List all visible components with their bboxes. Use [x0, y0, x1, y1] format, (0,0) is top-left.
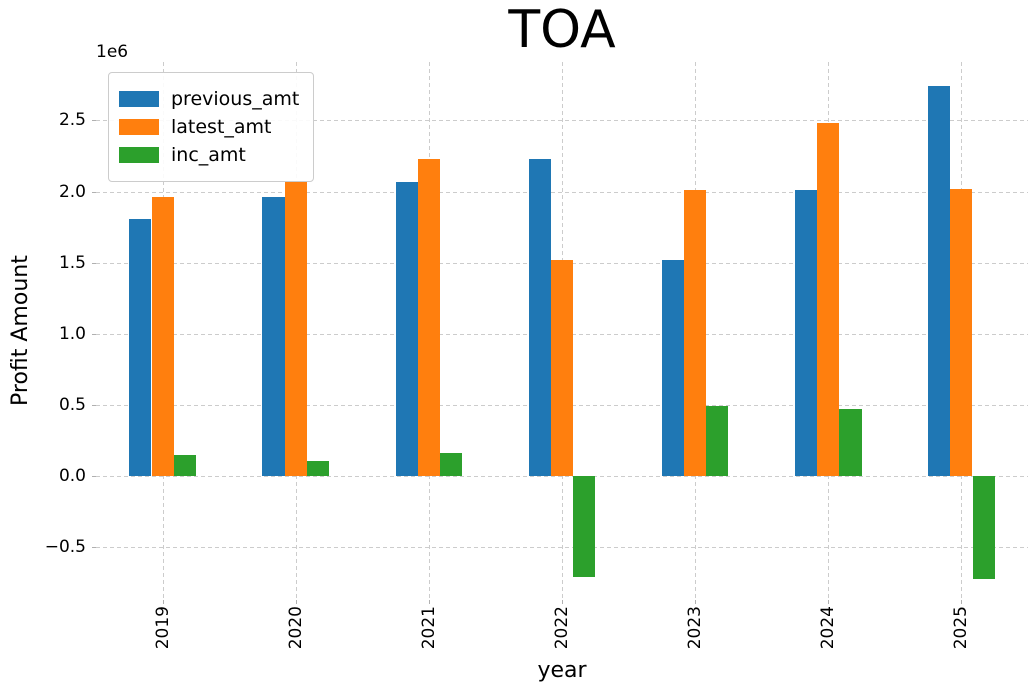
bar-latest_amt-2021 [417, 158, 440, 477]
x-tick-label: 2022 [552, 606, 572, 650]
legend-row: previous_amt [119, 87, 299, 111]
x-tick-label: 2020 [285, 606, 306, 650]
x-tick-mark [428, 600, 430, 604]
legend-swatch-previous_amt [119, 91, 159, 107]
bar-inc_amt-2022 [573, 476, 596, 578]
bar-previous_amt-2021 [395, 181, 418, 477]
bar-previous_amt-2020 [262, 197, 285, 477]
bar-latest_amt-2019 [151, 197, 174, 477]
bar-previous_amt-2025 [928, 86, 951, 477]
bar-previous_amt-2023 [661, 259, 685, 477]
y-tick-mark [92, 262, 96, 264]
x-tick-mark [961, 600, 963, 604]
y-tick-label: 1.5 [58, 252, 86, 273]
y-tick-label: 0.5 [58, 395, 86, 415]
x-tick-label: 2021 [418, 606, 439, 650]
y-tick-mark [92, 476, 96, 478]
x-tick-mark [562, 600, 563, 604]
legend-label: previous_amt [171, 88, 300, 110]
bar-inc_amt-2023 [706, 406, 729, 477]
x-tick-mark [828, 600, 830, 604]
x-tick-label: 2019 [152, 606, 173, 650]
legend-row: latest_amt [119, 115, 299, 139]
legend-label: latest_amt [171, 116, 272, 138]
legend: previous_amt latest_amt inc_amt [108, 72, 315, 182]
y-tick-label: 1.0 [58, 323, 86, 344]
legend-swatch-latest_amt [119, 119, 159, 135]
x-tick-label: 2024 [818, 606, 839, 650]
bar-previous_amt-2022 [528, 158, 551, 477]
bar-previous_amt-2019 [129, 218, 152, 477]
x-tick-label: 2023 [685, 606, 706, 650]
y-axis-offset-text: 1e6 [96, 42, 129, 62]
legend-row: inc_amt [119, 143, 299, 167]
chart-title: TOA [508, 0, 616, 60]
bar-inc_amt-2024 [839, 409, 862, 477]
bar-inc_amt-2020 [306, 460, 329, 477]
bar-inc_amt-2019 [173, 454, 196, 477]
y-tick-mark [92, 120, 96, 122]
y-tick-mark [92, 333, 96, 335]
y-tick-label: 0.0 [58, 466, 86, 487]
bar-inc_amt-2021 [440, 453, 463, 477]
bar-previous_amt-2024 [795, 190, 818, 477]
bar-latest_amt-2025 [950, 188, 973, 477]
y-tick-mark [92, 191, 96, 193]
x-tick-mark [695, 600, 697, 604]
bar-latest_amt-2023 [684, 190, 707, 477]
bar-latest_amt-2024 [817, 123, 840, 477]
bar-latest_amt-2022 [550, 259, 574, 477]
x-tick-mark [295, 600, 297, 604]
y-tick-label: −0.5 [44, 537, 86, 558]
legend-label: inc_amt [171, 144, 246, 166]
x-axis-label: year [537, 658, 587, 683]
y-tick-label: 2.0 [58, 181, 86, 202]
bar-latest_amt-2020 [284, 181, 307, 477]
legend-swatch-inc_amt [119, 147, 159, 163]
bar-inc_amt-2025 [972, 476, 995, 579]
y-tick-mark [92, 547, 96, 549]
y-tick-mark [92, 405, 96, 406]
x-tick-mark [162, 600, 164, 604]
plot-area [96, 62, 1028, 600]
x-tick-label: 2025 [951, 606, 972, 650]
y-tick-label: 2.5 [58, 110, 86, 131]
